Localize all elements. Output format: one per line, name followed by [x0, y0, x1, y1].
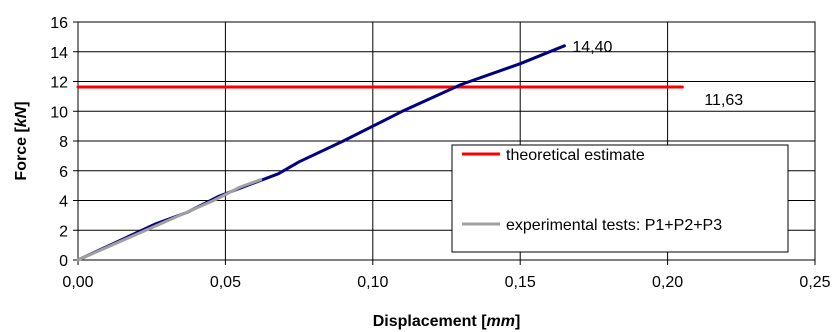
- y-tick-label: 8: [59, 134, 68, 151]
- y-tick-label: 6: [59, 164, 68, 181]
- x-axis-ticks: 0,00 0,05 0,10 0,15 0,20 0,25: [62, 260, 831, 291]
- axis-title-part: ]: [515, 313, 520, 330]
- series-line-blue: [76, 44, 566, 262]
- x-tick-label: 0,10: [357, 274, 388, 291]
- x-tick-label: 0,05: [210, 274, 241, 291]
- axis-title-part: mm: [487, 313, 515, 330]
- y-axis-ticks: 0 2 4 6 8 10 12 14 16: [50, 15, 78, 270]
- x-tick-label: 0,00: [62, 274, 93, 291]
- y-tick-label: 2: [59, 223, 68, 240]
- legend-box: [451, 144, 789, 253]
- y-tick-label: 10: [50, 104, 68, 121]
- annotation-theoretical-value: 11,63: [704, 92, 743, 109]
- axis-title-part: Displacement [: [373, 313, 487, 330]
- legend: theoretical estimate experimental tests: …: [451, 144, 789, 253]
- x-tick-label: 0,25: [799, 274, 830, 291]
- y-tick-label: 4: [59, 194, 68, 211]
- axis-title-part: Force [: [13, 127, 30, 181]
- series-line-experimental-tests: [76, 178, 263, 262]
- legend-label: theoretical estimate: [506, 147, 645, 164]
- x-tick-label: 0,20: [652, 274, 683, 291]
- y-tick-label: 0: [59, 253, 68, 270]
- y-tick-label: 12: [50, 75, 68, 92]
- annotations: 14,40 11,63: [572, 39, 743, 109]
- x-tick-label: 0,15: [505, 274, 536, 291]
- x-axis-title: Displacement [mm]: [373, 313, 521, 330]
- axis-title-part: kN: [13, 106, 30, 127]
- axis-title-part: ]: [13, 101, 30, 106]
- y-tick-label: 16: [50, 15, 68, 32]
- y-tick-label: 14: [50, 45, 68, 62]
- annotation-max-force: 14,40: [572, 39, 612, 56]
- legend-label: experimental tests: P1+P2+P3: [506, 217, 722, 234]
- y-axis-title: Force [kN]: [13, 101, 30, 180]
- series-group: [76, 44, 684, 262]
